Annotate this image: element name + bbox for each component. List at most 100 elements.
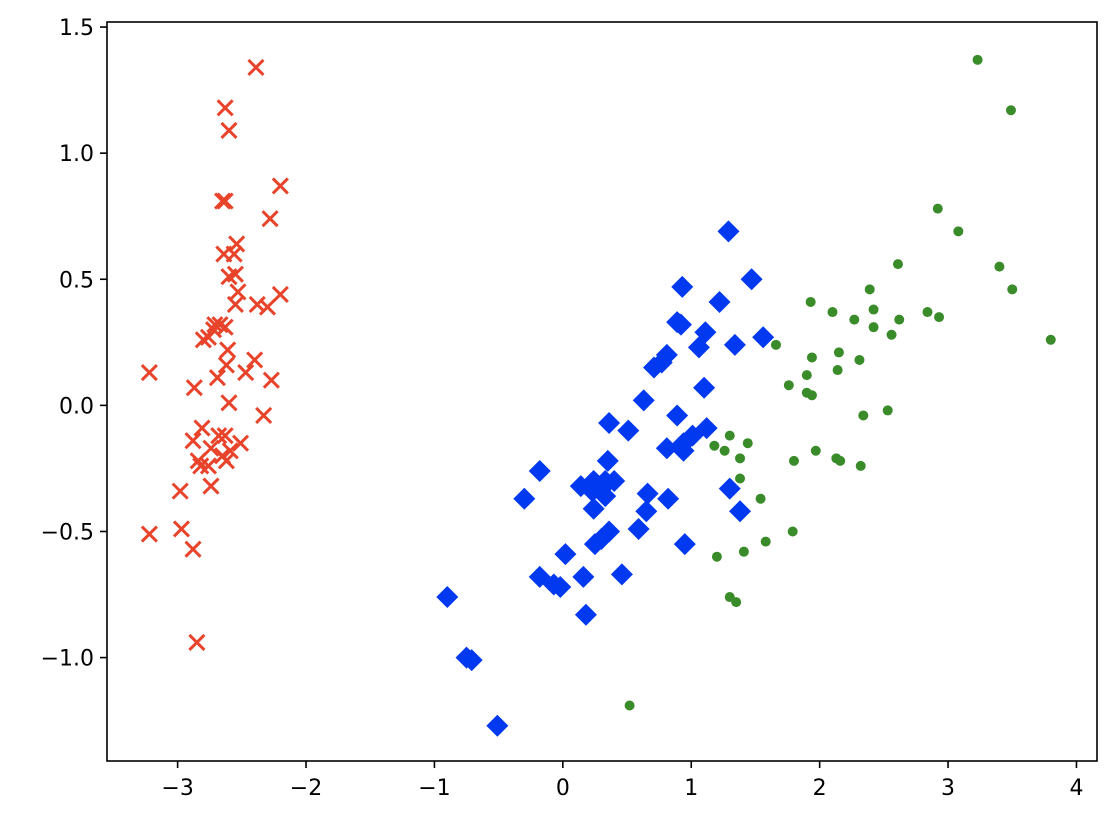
y-tick-label: 0.0 (59, 394, 94, 419)
series-1-point-10 (225, 245, 243, 263)
series-3-point-10 (827, 307, 838, 318)
series-1-point-46 (202, 477, 220, 495)
x-tick-label: 4 (1069, 776, 1083, 801)
series-3-point-48 (624, 700, 635, 711)
series-1-point-42 (217, 452, 235, 470)
y-tick-label: 1.0 (59, 142, 94, 167)
series-3-point-23 (832, 365, 843, 376)
series-2-point-38 (582, 497, 605, 520)
y-tick-label: 0.5 (59, 268, 94, 293)
series-3-point-13 (934, 312, 945, 323)
series-2-point-3 (671, 275, 694, 298)
series-2-point-47 (610, 563, 633, 586)
series-2-point-1 (717, 220, 740, 243)
x-tick-label: −1 (418, 776, 450, 801)
series-1-point-26 (217, 356, 235, 374)
series-2-point-53 (436, 586, 459, 609)
series-3-point-9 (805, 296, 816, 307)
series-3-point-1 (972, 54, 983, 65)
series-1-point-6 (271, 177, 289, 195)
series-2-point-52 (574, 603, 597, 626)
series-1-point-29 (262, 371, 280, 389)
x-tick-label: −2 (290, 776, 322, 801)
series-3-point-33 (719, 445, 730, 456)
series-2-point-14 (693, 376, 716, 399)
series-1-point-47 (171, 482, 189, 500)
series-1-point-15 (248, 295, 266, 314)
series-2-point-45 (673, 533, 696, 556)
series-3-point-28 (882, 405, 893, 416)
series-2-point-2 (740, 268, 763, 291)
series-1-point-2 (216, 99, 234, 117)
series-1-point-35 (216, 427, 234, 445)
y-axis: −1.0 −0.5 0.0 0.5 1.0 1.5 (41, 16, 107, 672)
series-3-point-8 (1007, 284, 1018, 295)
series-1-point-33 (255, 406, 273, 425)
y-tick-label: 1.5 (59, 16, 94, 41)
series-1-point-34 (210, 427, 228, 445)
series-3-point-45 (711, 551, 722, 562)
series-2-point-23 (672, 439, 695, 462)
series-1-point-13 (229, 283, 247, 301)
series-3-point-47 (731, 597, 742, 608)
series-2-point-55 (460, 649, 483, 672)
series-3-point-38 (788, 455, 799, 466)
series-2-point-24 (528, 459, 551, 482)
series-2-point-25 (596, 449, 619, 472)
series-3-point-25 (783, 380, 794, 391)
series-3-point-30 (724, 430, 735, 441)
series-1-point-31 (185, 379, 203, 397)
series-2-point-9 (723, 333, 746, 356)
series-1-point-40 (221, 442, 239, 460)
series-3-point-17 (886, 329, 897, 340)
series-1-point-51 (188, 633, 206, 652)
series-1-point-43 (189, 452, 207, 470)
series-3-point-32 (709, 440, 720, 451)
series-1-point-7 (261, 210, 279, 228)
series-3-point-2 (1005, 105, 1016, 116)
series-3-point-24 (801, 370, 812, 381)
series-1-point-8 (228, 235, 246, 253)
series-3-point-18 (1045, 334, 1056, 345)
series-3-point-44 (738, 546, 749, 557)
series-2-point-35 (718, 477, 741, 500)
series-3-point-42 (787, 526, 798, 537)
series-3-point-37 (835, 455, 846, 466)
series-3-point-31 (742, 438, 753, 449)
series-2-point-36 (657, 487, 680, 510)
series-1-point-1 (247, 58, 265, 76)
series-2-point-49 (572, 565, 595, 588)
series-2-point-17 (598, 412, 621, 435)
x-tick-label: 0 (556, 776, 570, 801)
series-3-point-35 (735, 453, 746, 464)
series-1-point-23 (194, 331, 212, 349)
series-1-point-28 (208, 369, 226, 387)
series-2-point-56 (486, 714, 509, 737)
series-3-point-12 (922, 307, 933, 318)
series-1-point-36 (193, 419, 211, 437)
series-2-point-22 (655, 437, 678, 460)
series-1-point-22 (199, 328, 218, 346)
series-2-point-10 (687, 336, 710, 359)
series-2-point-46 (554, 543, 577, 566)
series-3-point-15 (894, 314, 905, 325)
x-axis: −3 −2 −1 0 1 2 3 4 (161, 761, 1083, 801)
series-1-point-16 (258, 298, 277, 316)
plot-frame (106, 21, 1098, 762)
series-1-point-24 (219, 341, 237, 359)
series-3-point-4 (953, 226, 964, 237)
series-1-point-20 (206, 316, 224, 334)
series-3-point-19 (770, 339, 781, 350)
series-3-point-43 (760, 536, 771, 547)
series-2-point-16 (666, 404, 689, 427)
series-1-point-37 (184, 432, 202, 450)
series-2-point-41 (627, 517, 650, 540)
x-tick-label: 3 (941, 776, 955, 801)
series-3-point-34 (810, 445, 821, 456)
series-2-point-8 (752, 326, 775, 349)
series-3-point-40 (735, 473, 746, 484)
series-3-point-3 (932, 203, 943, 214)
series-1-point-44 (199, 457, 218, 475)
series-3-point-5 (892, 259, 903, 270)
